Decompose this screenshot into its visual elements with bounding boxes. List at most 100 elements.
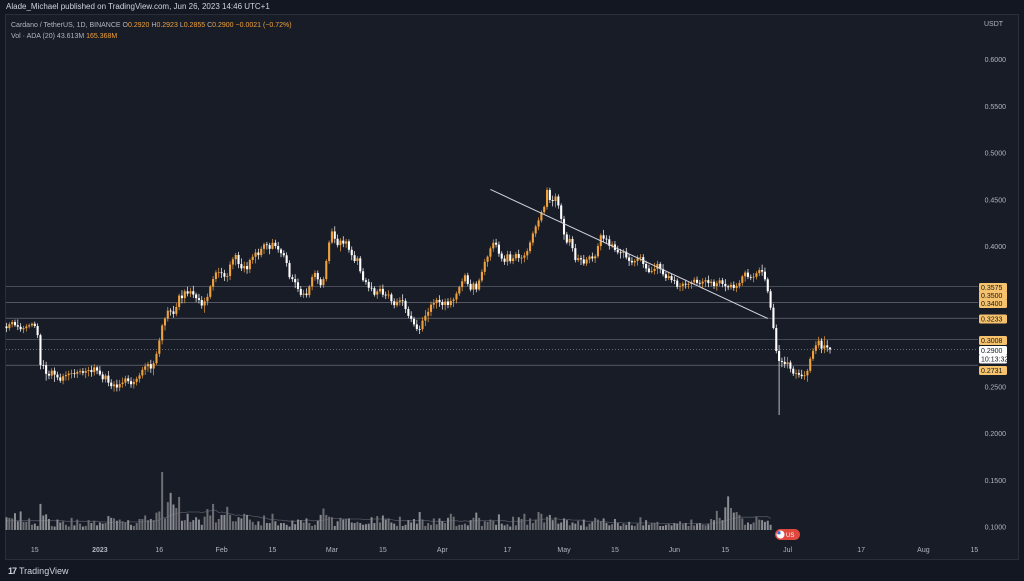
volume-bar	[288, 526, 291, 530]
candle-body	[146, 364, 150, 367]
candle-body	[118, 384, 121, 388]
volume-bar	[381, 515, 384, 530]
volume-bar	[387, 518, 390, 530]
tradingview-brand[interactable]: 17 TradingView	[8, 566, 69, 576]
volume-bar	[333, 525, 336, 530]
volume-bar	[299, 520, 302, 530]
volume-bar	[497, 514, 500, 530]
candle-body	[121, 382, 124, 385]
volume-indicator-label[interactable]: Vol · ADA (20)	[11, 33, 55, 40]
candle-body	[231, 259, 234, 265]
candle-body	[571, 238, 574, 249]
time-axis-tick: Mar	[326, 547, 339, 554]
candle-body	[291, 277, 294, 280]
candle-body	[195, 294, 198, 299]
candle-body	[251, 256, 254, 261]
volume-bar	[84, 525, 87, 530]
candle-body	[33, 323, 36, 326]
time-axis-tick: 15	[379, 547, 387, 554]
candle-body	[161, 325, 164, 341]
candle-body	[435, 299, 438, 303]
volume-bar	[138, 518, 141, 530]
candle-body	[630, 260, 633, 263]
candle-body	[47, 373, 50, 376]
candle-body	[633, 260, 636, 263]
candle-body	[209, 286, 212, 297]
candle-body	[359, 258, 362, 272]
candle-body	[214, 272, 217, 280]
volume-bar	[169, 492, 172, 530]
candle-body	[217, 272, 220, 274]
candle-body	[223, 273, 226, 277]
volume-bar	[495, 524, 498, 530]
candle-body	[124, 378, 127, 383]
candle-body	[345, 241, 348, 244]
symbol-legend[interactable]: Cardano / TetherUS, 1D, BINANCE O0.2920 …	[11, 22, 292, 29]
volume-bar	[653, 523, 656, 530]
volume-bar	[47, 518, 50, 530]
candle-body	[30, 323, 34, 326]
candle-body	[828, 347, 832, 350]
candle-body	[704, 280, 707, 282]
volume-bar	[690, 519, 693, 530]
low-label: L	[179, 22, 184, 29]
candle-body	[591, 256, 594, 259]
close-value: 0.2900	[212, 22, 234, 29]
candle-body	[783, 361, 786, 365]
volume-bar	[452, 516, 455, 530]
volume-bar	[701, 524, 704, 530]
volume-bar	[87, 520, 90, 530]
trendline[interactable]	[490, 189, 768, 319]
volume-bar	[546, 516, 549, 530]
volume-bar	[729, 507, 732, 530]
candle-body	[458, 287, 461, 294]
candle-body	[486, 256, 489, 262]
flag-marker-layer: US	[775, 529, 800, 540]
candle-body	[45, 365, 48, 374]
volume-bar	[769, 524, 772, 530]
candle-body	[823, 345, 826, 349]
candle-body	[384, 294, 387, 296]
chart-panel[interactable]	[5, 14, 1019, 560]
candle-body	[724, 283, 727, 287]
volume-bar	[251, 521, 254, 530]
volume-bar	[670, 525, 673, 530]
us-flag-icon[interactable]: US	[775, 529, 800, 540]
volume-bar	[175, 507, 178, 530]
volume-bar	[413, 518, 416, 530]
volume-bar	[727, 496, 730, 530]
price-axis-tick: 0.5000	[985, 151, 1007, 158]
candle-body	[455, 293, 458, 300]
candle-body	[229, 264, 232, 276]
volume-legend[interactable]: Vol · ADA (20) 43.613M 165.368M	[11, 33, 117, 40]
volume-bar	[274, 521, 277, 530]
volume-bar	[316, 520, 319, 530]
volume-bar	[633, 525, 636, 530]
candle-body	[662, 269, 665, 275]
volume-bar	[642, 525, 645, 530]
time-axis-tick: 15	[970, 547, 978, 554]
candle-body	[588, 256, 591, 260]
volume-bar	[543, 522, 546, 530]
candle-body	[189, 291, 192, 294]
candle-body	[449, 300, 452, 306]
volume-bar	[396, 525, 399, 530]
volume-bar	[410, 522, 413, 530]
candle-body	[398, 300, 401, 302]
candle-body	[11, 322, 14, 325]
currency-label[interactable]: USDT	[984, 21, 1004, 28]
candle-body	[25, 326, 28, 329]
volume-bar	[240, 518, 243, 530]
volume-bar	[707, 524, 710, 530]
candle-body	[560, 205, 563, 219]
volume-bar	[59, 522, 62, 530]
volume-bar	[676, 523, 679, 530]
volume-bar	[147, 520, 149, 530]
symbol-name[interactable]: Cardano / TetherUS, 1D, BINANCE	[11, 22, 121, 29]
volume-bar	[33, 523, 36, 530]
candle-body	[410, 315, 413, 319]
volume-bar	[291, 520, 294, 530]
volume-bar	[220, 514, 223, 530]
candle-body	[101, 374, 104, 380]
